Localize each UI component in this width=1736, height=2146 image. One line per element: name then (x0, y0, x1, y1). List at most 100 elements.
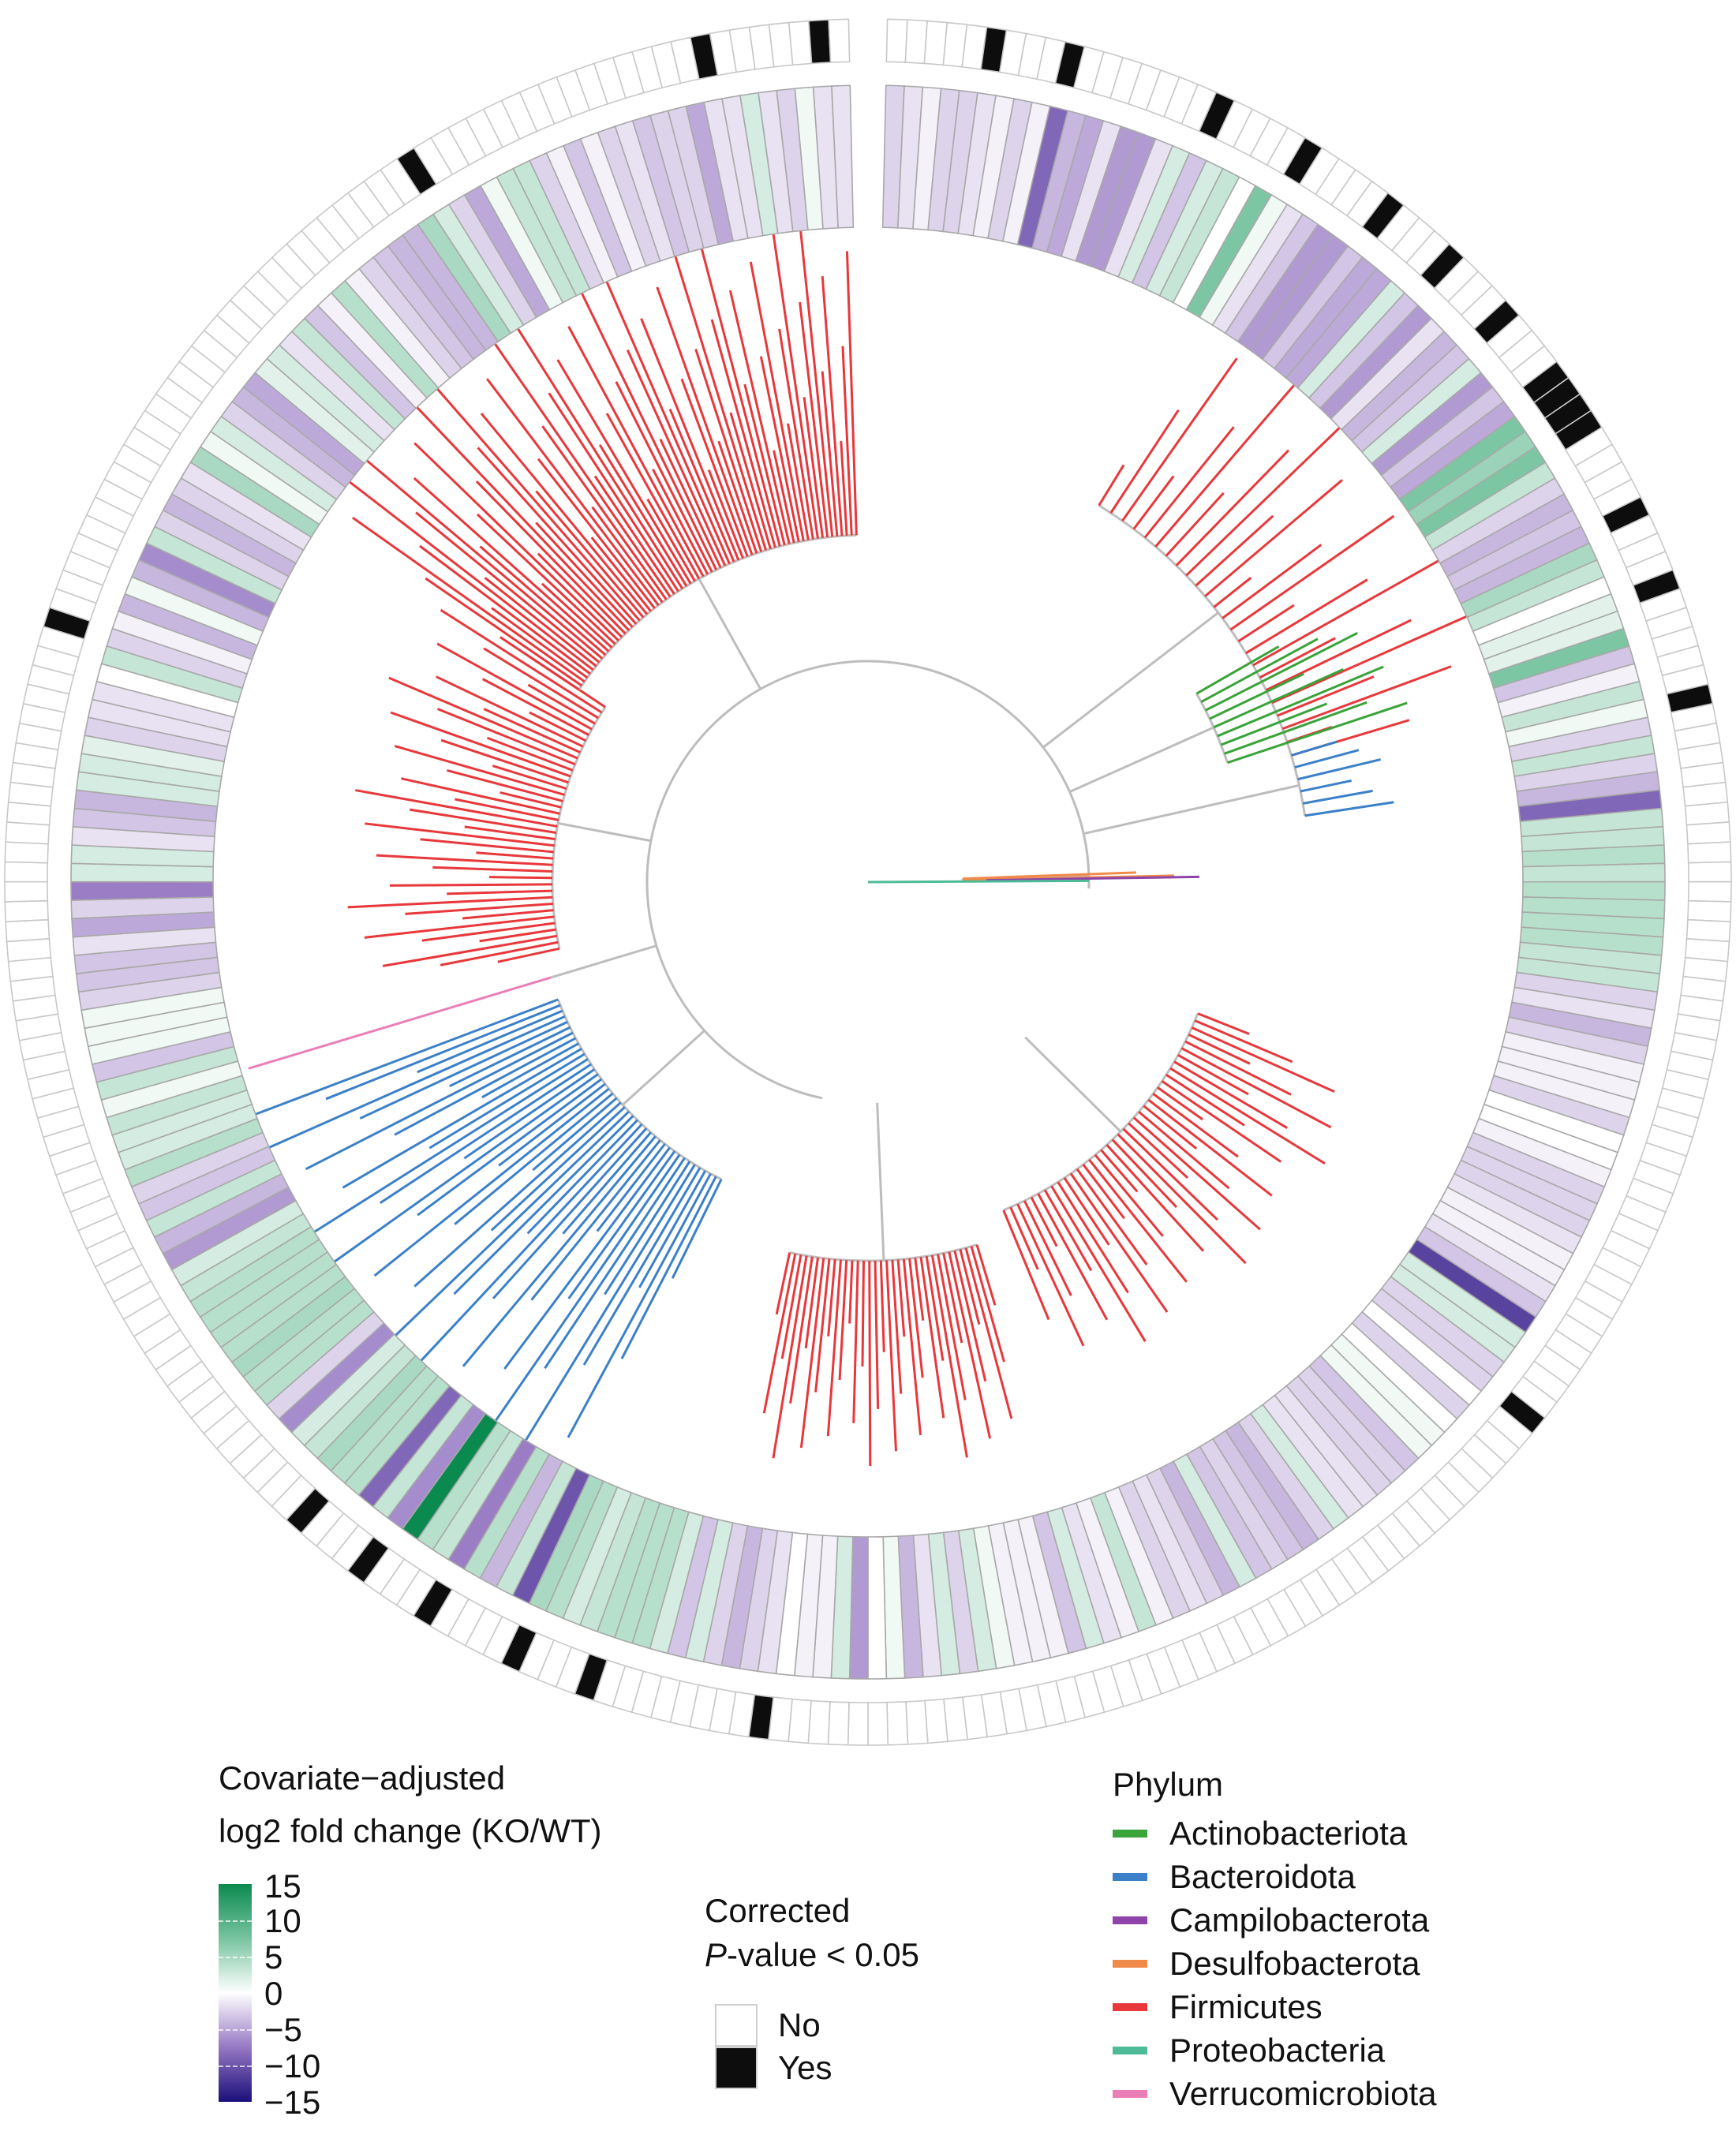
tree-tip-branch (671, 1178, 723, 1279)
phylum-legend-item: Proteobacteria (1113, 2028, 1385, 2073)
tree-internal-branch (550, 944, 657, 979)
tree-tip-branch (615, 381, 713, 573)
tree-tip-branch (1023, 1200, 1072, 1296)
tree-tip-branch (852, 1260, 859, 1423)
tree-tip-branch (896, 1259, 906, 1337)
tree-internal-branch (1042, 611, 1219, 749)
tree-tip-branch (364, 915, 555, 939)
tree-internal-branch (1068, 726, 1214, 793)
tree-tip-branch (503, 1146, 671, 1370)
tree-tip-branch (530, 1139, 661, 1301)
significance-cell-no (924, 1698, 948, 1744)
tree-tip-branch (1143, 426, 1235, 539)
tree-tip-branch (349, 480, 594, 671)
tree-tip-branch (562, 1131, 652, 1235)
tree-tip-branch (342, 1047, 582, 1189)
tree-tip-branch (454, 1092, 614, 1225)
tree-tip-branch (1209, 672, 1304, 720)
significance-cell-no (1684, 801, 1730, 826)
tree-tip-branch (772, 1255, 808, 1459)
tree-internal-branch (622, 1030, 705, 1106)
tree-tip-branch (803, 397, 825, 538)
tree-tip-branch (1152, 1093, 1239, 1158)
tree-tip-branch (1200, 637, 1319, 703)
tree-tip-branch (268, 1015, 566, 1149)
tree-tip-branch (861, 1260, 866, 1366)
phylum-color-swatch (1113, 2003, 1147, 2011)
significance-cell-no (904, 19, 928, 65)
tree-tip-branch (425, 577, 583, 687)
tree-tip-branch (248, 976, 552, 1070)
heatmap-ring (70, 84, 1666, 1680)
tree-tip-branch (1082, 1164, 1126, 1220)
tree-internal-branch (1098, 504, 1293, 756)
tree-tip-branch (475, 480, 627, 635)
tree-tip-branch (1259, 637, 1336, 679)
tree-tip-branch (415, 511, 600, 664)
tree-tip-branch (436, 708, 576, 766)
tree-tip-branch (529, 711, 587, 742)
phylum-label: Actinobacteriota (1169, 1815, 1408, 1852)
phylum-legend-title: Phylum (1113, 1766, 1224, 1803)
tree-tip-branch (1277, 675, 1375, 717)
tree-tip-branch (582, 1167, 702, 1366)
tree-tip-branch (1098, 464, 1125, 507)
tree-tip-branch (1143, 1105, 1198, 1150)
tree-tip-branch (421, 370, 641, 622)
tree-tip-branch (1294, 749, 1360, 768)
tree-internal-branch (1024, 1036, 1122, 1133)
tree-tip-branch (477, 447, 638, 625)
phylum-color-swatch (1113, 1873, 1147, 1881)
tree-tip-branch (333, 1073, 599, 1263)
legend-label-no: No (778, 2006, 821, 2043)
tree-tip-branch (541, 425, 668, 600)
tree-tip-branch (620, 1176, 717, 1359)
tree-tip-branch (902, 1258, 922, 1435)
tree-tip-branch (394, 1037, 577, 1136)
tree-tip-branch (1252, 557, 1444, 667)
tree-tip-branch (432, 866, 553, 873)
tree-tip-branch (799, 301, 829, 538)
tree-tip-branch (1213, 577, 1252, 608)
tree-tip-branch (464, 825, 556, 841)
tree-tip-branch (1195, 514, 1274, 587)
tree-tip-branch (729, 412, 772, 550)
tree-tip-branch (413, 477, 610, 652)
tree-backbone-branch (645, 660, 1091, 1100)
tree-tip-branch (376, 854, 553, 866)
tree-tip-branch (416, 406, 630, 632)
tree-internal-branch (1003, 1013, 1199, 1212)
tree-tip-branch (1138, 1110, 1230, 1190)
colorbar-tick-label: 0 (264, 1975, 283, 2012)
tree-tip-branch (494, 342, 672, 598)
tree-tip-branch (1291, 740, 1338, 757)
tree-tip-branch (1302, 789, 1373, 805)
tree-tip-branch (449, 1026, 571, 1088)
tree-tip-branch (463, 1067, 596, 1160)
tree-tip-branch (428, 1052, 586, 1150)
colorbar-legend-title-line2: log2 fold change (KO/WT) (219, 1812, 602, 1849)
tree-tip-branch (1076, 1168, 1148, 1266)
tree-tip-branch (867, 879, 1090, 884)
phylum-label: Verrucomicrobiota (1169, 2075, 1437, 2112)
tree-tip-branch (556, 359, 692, 585)
tree-tip-branch (421, 922, 556, 942)
tree-tip-branch (390, 711, 571, 778)
tree-tip-branch (1057, 1181, 1129, 1294)
tree-tip-branch (537, 458, 656, 609)
phylum-label: Firmicutes (1169, 1988, 1323, 2025)
legend-swatch-no (715, 2004, 758, 2047)
tree-tip-branch (1088, 1159, 1188, 1283)
tree-tip-branch (780, 1254, 803, 1359)
tree-tip-branch (1229, 514, 1395, 631)
tree-tip-branch (1204, 479, 1343, 597)
tree-tip-branch (420, 1123, 643, 1362)
tree-tip-branch (891, 1259, 903, 1394)
tree-tip-branch (417, 1009, 563, 1074)
tree-tip-branch (674, 256, 767, 551)
tree-tip-branch (848, 1260, 854, 1324)
colorbar-tick-mark (219, 2029, 252, 2031)
phylum-legend-item: Actinobacteriota (1113, 1811, 1407, 1856)
colorbar-tick-label: 15 (264, 1867, 301, 1905)
phylum-color-swatch (1113, 1830, 1147, 1838)
